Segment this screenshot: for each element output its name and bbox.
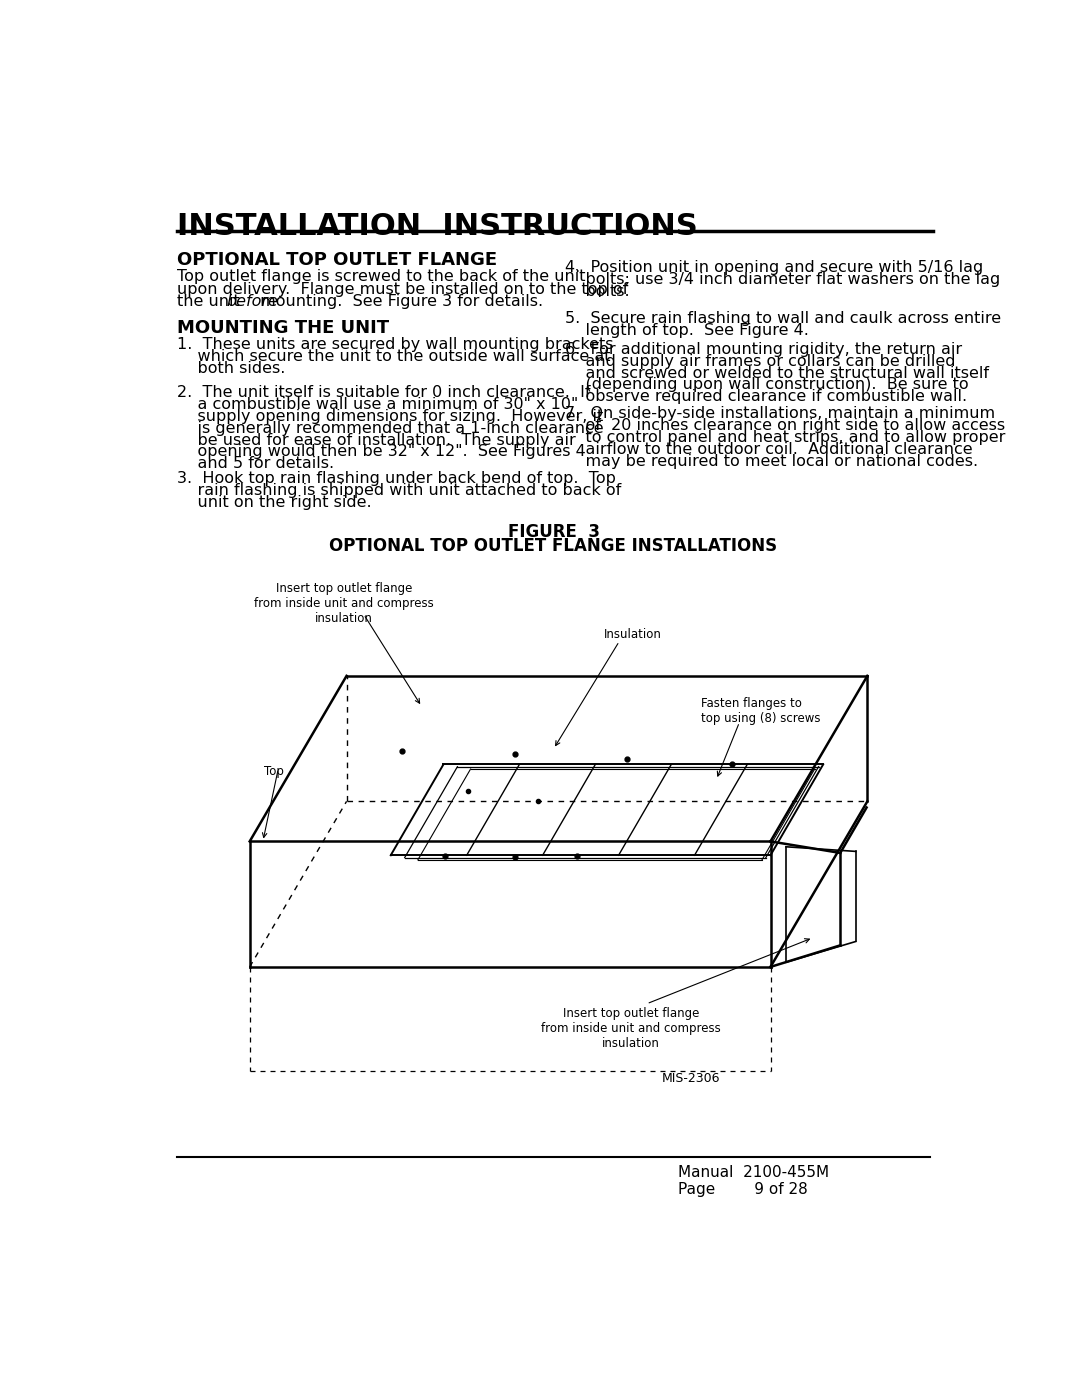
Text: INSTALLATION  INSTRUCTIONS: INSTALLATION INSTRUCTIONS xyxy=(177,212,698,242)
Text: is generally recommended that a 1-inch clearance: is generally recommended that a 1-inch c… xyxy=(177,420,604,436)
Text: Top: Top xyxy=(264,766,284,778)
Text: both sides.: both sides. xyxy=(177,360,285,376)
Text: which secure the unit to the outside wall surface at: which secure the unit to the outside wal… xyxy=(177,349,610,365)
Text: airflow to the outdoor coil.  Additional clearance: airflow to the outdoor coil. Additional … xyxy=(565,441,973,457)
Text: unit on the right side.: unit on the right side. xyxy=(177,495,372,510)
Text: OPTIONAL TOP OUTLET FLANGE INSTALLATIONS: OPTIONAL TOP OUTLET FLANGE INSTALLATIONS xyxy=(329,538,778,555)
Text: 2.  The unit itself is suitable for 0 inch clearance.  If: 2. The unit itself is suitable for 0 inc… xyxy=(177,384,591,400)
Text: 4.  Position unit in opening and secure with 5/16 lag: 4. Position unit in opening and secure w… xyxy=(565,260,984,275)
Text: the unit: the unit xyxy=(177,293,245,309)
Text: Insert top outlet flange
from inside unit and compress
insulation: Insert top outlet flange from inside uni… xyxy=(541,1007,720,1051)
Text: 7.  On side-by-side installations, maintain a minimum: 7. On side-by-side installations, mainta… xyxy=(565,407,996,422)
Text: bolts; use 3/4 inch diameter flat washers on the lag: bolts; use 3/4 inch diameter flat washer… xyxy=(565,272,1000,286)
Text: upon delivery.  Flange must be installed on to the top of: upon delivery. Flange must be installed … xyxy=(177,282,629,296)
Text: a combustible wall use a minimum of 30" x 10": a combustible wall use a minimum of 30" … xyxy=(177,397,578,412)
Text: Page        9 of 28: Page 9 of 28 xyxy=(677,1182,807,1197)
Text: rain flashing is shipped with unit attached to back of: rain flashing is shipped with unit attac… xyxy=(177,483,621,497)
Text: and 5 for details.: and 5 for details. xyxy=(177,457,334,471)
Text: Top outlet flange is screwed to the back of the unit: Top outlet flange is screwed to the back… xyxy=(177,270,585,284)
Text: mounting.  See Figure 3 for details.: mounting. See Figure 3 for details. xyxy=(255,293,543,309)
Text: 6.  For additional mounting rigidity, the return air: 6. For additional mounting rigidity, the… xyxy=(565,342,962,356)
Text: 1.  These units are secured by wall mounting brackets: 1. These units are secured by wall mount… xyxy=(177,337,613,352)
Text: OPTIONAL TOP OUTLET FLANGE: OPTIONAL TOP OUTLET FLANGE xyxy=(177,251,497,268)
Text: length of top.  See Figure 4.: length of top. See Figure 4. xyxy=(565,323,809,338)
Text: 3.  Hook top rain flashing under back bend of top.  Top: 3. Hook top rain flashing under back ben… xyxy=(177,471,616,486)
Text: (depending upon wall construction).  Be sure to: (depending upon wall construction). Be s… xyxy=(565,377,969,393)
Text: Insert top outlet flange
from inside unit and compress
insulation: Insert top outlet flange from inside uni… xyxy=(255,583,434,624)
Text: observe required clearance if combustible wall.: observe required clearance if combustibl… xyxy=(565,390,968,404)
Text: and screwed or welded to the structural wall itself: and screwed or welded to the structural … xyxy=(565,366,989,380)
Text: be used for ease of installation.  The supply air: be used for ease of installation. The su… xyxy=(177,433,576,447)
Text: MOUNTING THE UNIT: MOUNTING THE UNIT xyxy=(177,319,389,337)
Text: supply opening dimensions for sizing.  However, it: supply opening dimensions for sizing. Ho… xyxy=(177,409,603,423)
Text: may be required to meet local or national codes.: may be required to meet local or nationa… xyxy=(565,454,978,469)
Text: FIGURE  3: FIGURE 3 xyxy=(508,524,599,542)
Text: and supply air frames or collars can be drilled: and supply air frames or collars can be … xyxy=(565,353,956,369)
Text: to control panel and heat strips, and to allow proper: to control panel and heat strips, and to… xyxy=(565,430,1005,446)
Text: opening would then be 32" x 12".  See Figures 4: opening would then be 32" x 12". See Fig… xyxy=(177,444,585,460)
Text: bolts.: bolts. xyxy=(565,284,630,299)
Text: of  20 inches clearance on right side to allow access: of 20 inches clearance on right side to … xyxy=(565,418,1005,433)
Text: Insulation: Insulation xyxy=(604,629,662,641)
Text: Fasten flanges to
top using (8) screws: Fasten flanges to top using (8) screws xyxy=(701,697,820,725)
Text: MIS-2306: MIS-2306 xyxy=(662,1073,720,1085)
Text: before: before xyxy=(227,293,279,309)
Text: Manual  2100-455M: Manual 2100-455M xyxy=(677,1165,828,1180)
Text: 5.  Secure rain flashing to wall and caulk across entire: 5. Secure rain flashing to wall and caul… xyxy=(565,312,1001,326)
